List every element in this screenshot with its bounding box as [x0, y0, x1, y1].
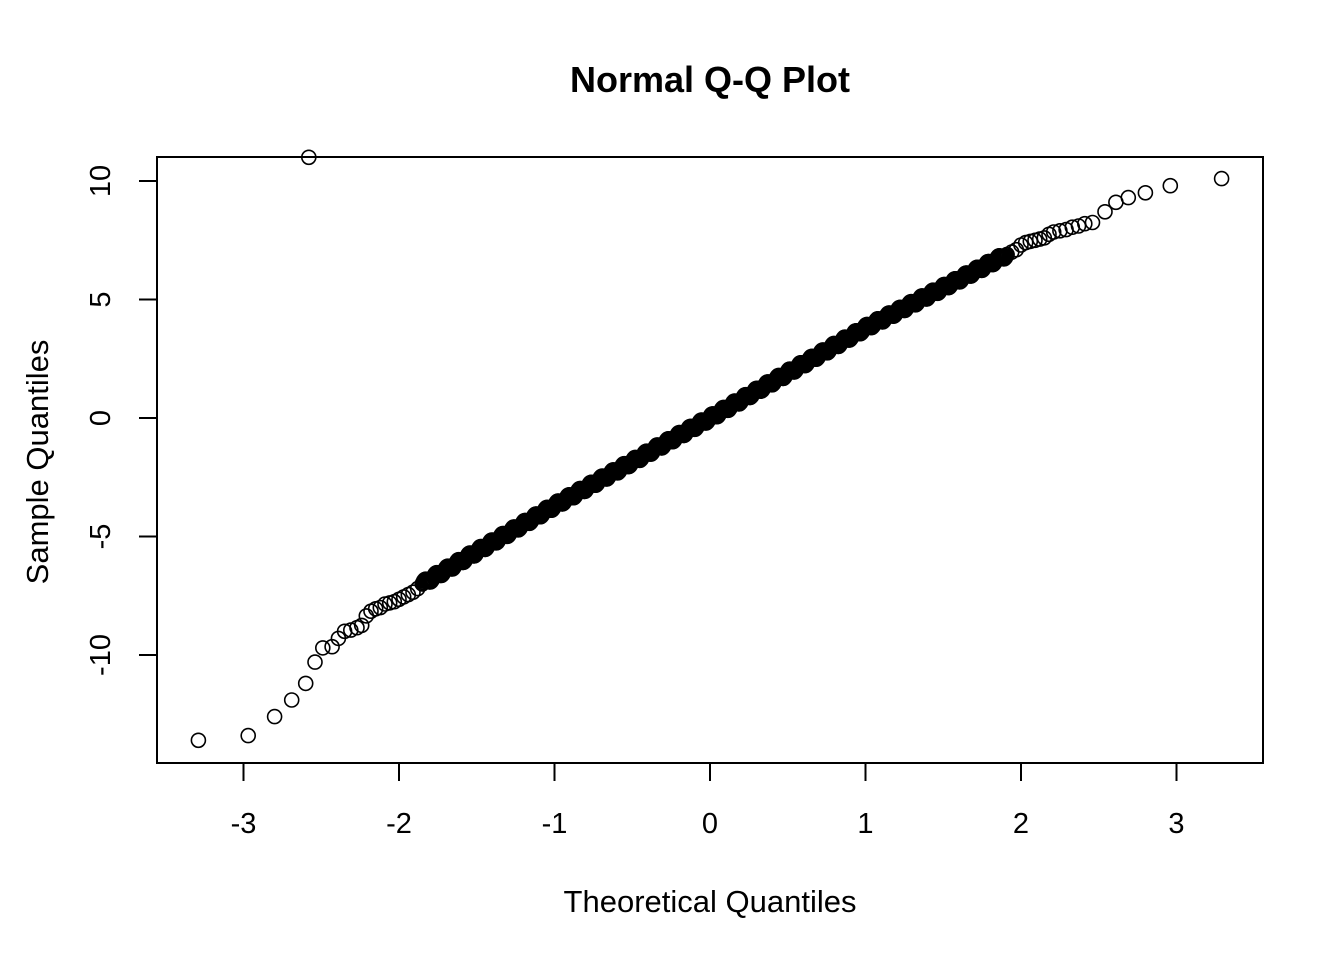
data-point — [266, 708, 283, 725]
y-tick-label: 0 — [85, 410, 117, 426]
data-point — [307, 654, 323, 670]
x-tick-label: -3 — [231, 808, 257, 840]
data-point — [1052, 223, 1068, 239]
y-tick-label: -10 — [85, 634, 117, 676]
y-tick-label: 5 — [85, 291, 117, 307]
x-tick-label: -1 — [542, 808, 568, 840]
data-point — [1120, 189, 1137, 206]
x-axis: -3 -2 -1 0 1 2 3 — [231, 762, 1185, 840]
plot-frame — [156, 156, 1264, 764]
data-point — [372, 599, 389, 616]
data-point — [1137, 185, 1154, 201]
data-point — [999, 246, 1015, 263]
data-point — [353, 617, 370, 634]
data-point — [300, 149, 317, 166]
data-point — [297, 675, 314, 692]
data-point — [190, 732, 207, 749]
x-tick-label: -2 — [386, 808, 412, 840]
y-tick-label: -5 — [85, 524, 117, 550]
y-axis: -10 -5 0 5 10 — [85, 165, 158, 676]
data-point — [1162, 177, 1179, 194]
data-point — [240, 727, 256, 744]
data-point — [1213, 170, 1230, 187]
x-tick-label: 0 — [702, 808, 718, 840]
x-tick-label: 3 — [1168, 808, 1184, 840]
x-axis-label: Theoretical Quantiles — [564, 884, 857, 919]
data-point — [1097, 204, 1113, 220]
data-point — [405, 584, 421, 601]
data-point — [1041, 226, 1057, 243]
data-point — [1084, 214, 1101, 231]
chart-title: Normal Q-Q Plot — [570, 59, 850, 100]
data-point — [1058, 221, 1074, 238]
data-point — [314, 640, 331, 656]
data-points — [190, 149, 1230, 749]
x-tick-label: 1 — [857, 808, 873, 840]
y-axis-label: Sample Quantiles — [20, 340, 55, 585]
y-tick-label: 10 — [85, 165, 117, 197]
data-point — [283, 692, 300, 708]
x-tick-label: 2 — [1013, 808, 1029, 840]
